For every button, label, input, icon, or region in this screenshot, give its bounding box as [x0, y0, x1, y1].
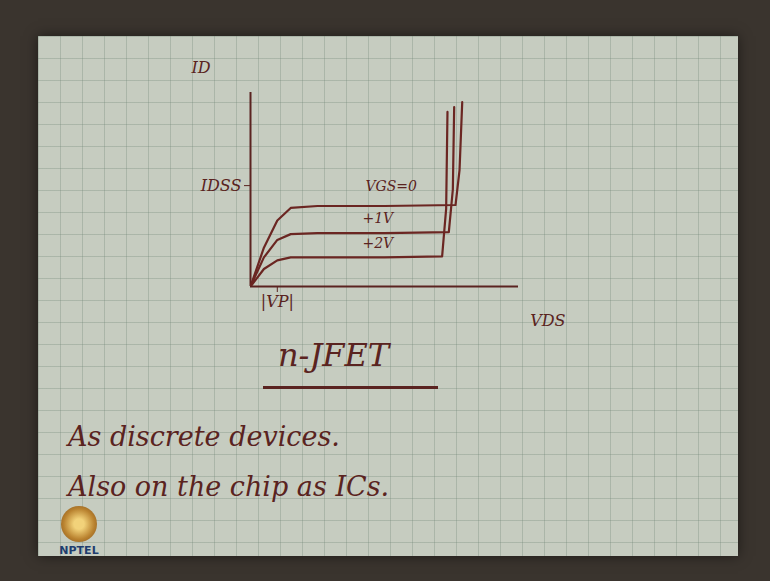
html-text:n-JFET: n-JFET: [278, 336, 390, 374]
html-text:Also on the chip as ICs.: Also on the chip as ICs.: [68, 471, 390, 502]
svg-text:|VP|: |VP|: [261, 292, 294, 311]
html-text:NPTEL: NPTEL: [59, 544, 99, 557]
svg-text:+2V: +2V: [362, 235, 395, 251]
html-text:As discrete devices.: As discrete devices.: [68, 421, 340, 452]
svg-text:VDS: VDS: [530, 311, 565, 329]
svg-text:VGS=0: VGS=0: [365, 178, 417, 194]
svg-text:+1V: +1V: [362, 210, 395, 226]
svg-text:IDSS: IDSS: [200, 176, 242, 195]
svg-text:ID: ID: [191, 58, 211, 77]
